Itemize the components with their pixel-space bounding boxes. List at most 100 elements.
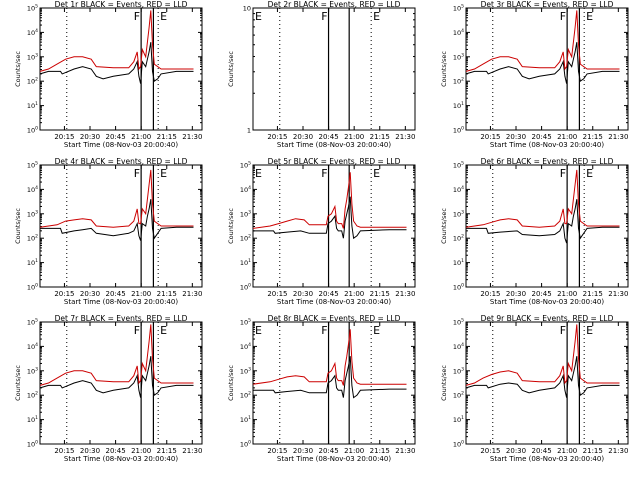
x-tick-label: 21:30 <box>182 133 202 141</box>
chart-panel: Det 5r BLACK = Events, RED = LLD 100 101 10… <box>227 157 416 306</box>
y-tick-label: 101 <box>453 101 464 110</box>
marker-label: E <box>160 324 167 337</box>
chart-panel: Det 4r BLACK = Events, RED = LLD 100 101 10… <box>14 157 203 306</box>
x-axis-label: Start Time (08-Nov-03 20:00:40) <box>64 141 178 149</box>
marker-label: E <box>373 324 380 337</box>
chart-panel: Det 7r BLACK = Events, RED = LLD 100 101 10… <box>14 314 203 463</box>
plot-frame <box>39 321 203 445</box>
y-tick-label: 102 <box>27 77 38 86</box>
x-tick-label: 20:45 <box>319 447 339 455</box>
marker-label: E <box>373 10 380 23</box>
x-tick-label: 21:15 <box>583 290 603 298</box>
x-tick-label: 20:30 <box>80 133 100 141</box>
y-tick-label: 105 <box>27 318 38 327</box>
y-axis-label: Counts/sec <box>440 365 448 401</box>
series-line-lld <box>465 169 620 228</box>
x-tick-label: 20:15 <box>267 133 287 141</box>
y-tick-label: 102 <box>27 391 38 400</box>
series-line-lld <box>465 10 620 72</box>
marker-label: E <box>586 324 593 337</box>
x-tick-label: 20:45 <box>106 133 126 141</box>
y-axis-label: Counts/sec <box>227 208 235 244</box>
marker-label: E <box>255 167 262 180</box>
x-tick-label: 20:45 <box>106 447 126 455</box>
y-axis-label: Counts/sec <box>227 365 235 401</box>
y-tick-label: 100 <box>453 283 464 292</box>
x-tick-label: 20:30 <box>293 447 313 455</box>
series-line-lld <box>39 10 194 72</box>
x-tick-label: 21:30 <box>608 133 628 141</box>
y-tick-label: 101 <box>27 101 38 110</box>
y-tick-label: 102 <box>240 391 251 400</box>
y-tick-label: 100 <box>27 440 38 449</box>
y-tick-label: 10 <box>243 5 251 13</box>
series-line-lld <box>465 324 620 386</box>
x-tick-label: 20:45 <box>319 133 339 141</box>
chart-title: Det 3r BLACK = Events, RED = LLD <box>481 0 614 9</box>
y-tick-label: 101 <box>27 415 38 424</box>
x-tick-label: 21:00 <box>557 290 577 298</box>
x-tick-label: 20:45 <box>532 133 552 141</box>
x-tick-label: 21:30 <box>608 290 628 298</box>
x-tick-label: 20:30 <box>80 447 100 455</box>
plot-frame <box>39 164 203 288</box>
chart-panel: Det 1r BLACK = Events, RED = LLD 100 101 10… <box>14 0 203 149</box>
y-axis-label: Counts/sec <box>440 208 448 244</box>
x-tick-label: 21:00 <box>344 290 364 298</box>
y-tick-label: 100 <box>27 126 38 135</box>
y-tick-label: 104 <box>27 28 38 37</box>
marker-label: F <box>134 10 140 23</box>
x-tick-label: 21:15 <box>370 290 390 298</box>
chart-title: Det 4r BLACK = Events, RED = LLD <box>55 157 188 166</box>
marker-label: F <box>134 324 140 337</box>
y-tick-label: 100 <box>240 440 251 449</box>
x-tick-label: 21:00 <box>344 133 364 141</box>
x-tick-label: 20:30 <box>293 290 313 298</box>
x-axis-label: Start Time (08-Nov-03 20:00:40) <box>64 455 178 463</box>
chart-title: Det 2r BLACK = Events, RED = LLD <box>268 0 401 9</box>
x-tick-label: 20:30 <box>80 290 100 298</box>
chart-title: Det 5r BLACK = Events, RED = LLD <box>268 157 401 166</box>
y-tick-label: 103 <box>27 366 38 375</box>
marker-label: E <box>160 167 167 180</box>
x-tick-label: 21:15 <box>370 133 390 141</box>
x-tick-label: 20:30 <box>506 133 526 141</box>
marker-label: E <box>160 10 167 23</box>
x-tick-label: 21:15 <box>370 447 390 455</box>
x-tick-label: 20:15 <box>480 290 500 298</box>
y-tick-label: 105 <box>453 318 464 327</box>
y-tick-label: 105 <box>453 161 464 170</box>
y-tick-label: 104 <box>240 342 251 351</box>
plot-frame <box>465 321 629 445</box>
x-tick-label: 21:30 <box>395 133 415 141</box>
x-tick-label: 21:15 <box>157 447 177 455</box>
y-tick-label: 103 <box>453 209 464 218</box>
y-tick-label: 103 <box>27 52 38 61</box>
x-tick-label: 21:15 <box>157 133 177 141</box>
marker-label: F <box>321 324 327 337</box>
x-tick-label: 20:15 <box>480 447 500 455</box>
series-line-events <box>466 199 620 244</box>
y-tick-label: 103 <box>240 209 251 218</box>
x-axis-label: Start Time (08-Nov-03 20:00:40) <box>277 298 391 306</box>
chart-panel: Det 2r BLACK = Events, RED = LLD 1 10 20:15… <box>227 0 416 149</box>
x-tick-label: 21:30 <box>182 290 202 298</box>
x-tick-label: 20:15 <box>54 447 74 455</box>
x-tick-label: 21:30 <box>395 447 415 455</box>
series-line-events <box>465 356 620 398</box>
series-line-lld <box>39 169 194 228</box>
x-tick-label: 21:30 <box>395 290 415 298</box>
chart-title: Det 6r BLACK = Events, RED = LLD <box>481 157 614 166</box>
chart-title: Det 7r BLACK = Events, RED = LLD <box>55 314 188 323</box>
x-tick-label: 20:30 <box>506 290 526 298</box>
series-line-events <box>40 199 194 241</box>
marker-label: F <box>560 324 566 337</box>
x-tick-label: 20:45 <box>532 447 552 455</box>
x-tick-label: 21:30 <box>182 447 202 455</box>
y-tick-label: 101 <box>240 415 251 424</box>
y-axis-label: Counts/sec <box>14 208 22 244</box>
x-tick-label: 21:00 <box>344 447 364 455</box>
x-tick-label: 21:00 <box>131 447 151 455</box>
x-tick-label: 20:45 <box>106 290 126 298</box>
